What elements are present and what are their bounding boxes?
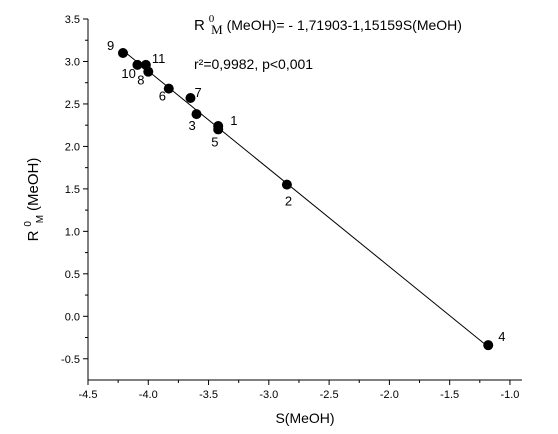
- data-point-2: [281, 179, 292, 190]
- y-axis-title-subscript: M: [35, 215, 46, 223]
- data-point-label-10: 10: [121, 66, 135, 81]
- x-tick-label: -1.5: [440, 389, 459, 401]
- data-point-label-7: 7: [194, 85, 201, 100]
- fit-line: [122, 50, 489, 348]
- data-point-label-4: 4: [498, 329, 505, 344]
- data-point-9: [117, 47, 128, 58]
- y-axis-title-base: R: [25, 230, 42, 241]
- data-point-label-6: 6: [159, 89, 166, 104]
- data-point-10: [132, 59, 143, 70]
- data-point-label-1: 1: [230, 113, 237, 128]
- y-tick-label: 1.0: [65, 226, 80, 238]
- data-point-label-8: 8: [137, 73, 144, 88]
- data-point-label-9: 9: [107, 38, 114, 53]
- y-axis-title-superscript: 0: [23, 221, 34, 227]
- x-axis-title: S(MeOH): [275, 410, 334, 426]
- axes: [87, 19, 522, 381]
- regression-equation: R 0 M (MeOH)= - 1,71903-1,15159S(MeOH): [194, 9, 462, 37]
- y-tick-label: 1.5: [65, 184, 80, 196]
- y-tick-label: 2.0: [65, 141, 80, 153]
- x-tick-label: -4.5: [79, 389, 98, 401]
- data-point-4: [483, 340, 494, 351]
- y-tick-label: -0.5: [61, 354, 80, 366]
- regression-stats: r²=0,9982, p<0,001: [194, 56, 313, 72]
- data-point-label-2: 2: [285, 194, 292, 209]
- y-tick-label: 3.5: [65, 14, 80, 26]
- data-point-3: [191, 109, 202, 120]
- y-axis-title-rest: (MeOH): [25, 158, 42, 211]
- axis-ticks: -4.5 -4.0 -3.5 -3.0 -2.5 -2.0 -1.5 -1.0 -0.5 0.0 0…: [61, 14, 519, 401]
- x-tick-label: -3.5: [199, 389, 218, 401]
- data-point-6: [163, 83, 174, 94]
- equation-lhs-subscript: M: [211, 22, 223, 37]
- data-point-5: [213, 124, 224, 135]
- x-tick-label: -4.0: [139, 389, 158, 401]
- y-tick-label: 0.5: [65, 269, 80, 281]
- data-point-label-5: 5: [211, 134, 218, 149]
- y-tick-label: 2.5: [65, 99, 80, 111]
- point-labels: 1 2 3 4 5 6 7 8 9 10 11: [107, 38, 506, 344]
- equation-lhs-superscript: 0: [209, 13, 215, 25]
- x-tick-label: -2.5: [320, 389, 339, 401]
- y-tick-label: 0.0: [65, 311, 80, 323]
- y-tick-label: 3.0: [65, 56, 80, 68]
- equation-rhs: (MeOH)= - 1,71903-1,15159S(MeOH): [227, 17, 462, 33]
- data-point-7: [185, 92, 196, 103]
- data-points: [117, 47, 494, 351]
- equation-lhs-base: R: [194, 17, 205, 34]
- x-tick-label: -2.0: [380, 389, 399, 401]
- data-point-label-3: 3: [189, 118, 196, 133]
- x-tick-label: -1.0: [500, 389, 519, 401]
- data-point-label-11: 11: [152, 51, 166, 66]
- x-tick-label: -3.0: [259, 389, 278, 401]
- data-point-11: [140, 59, 151, 70]
- y-axis-title: R 0 M (MeOH): [18, 158, 46, 242]
